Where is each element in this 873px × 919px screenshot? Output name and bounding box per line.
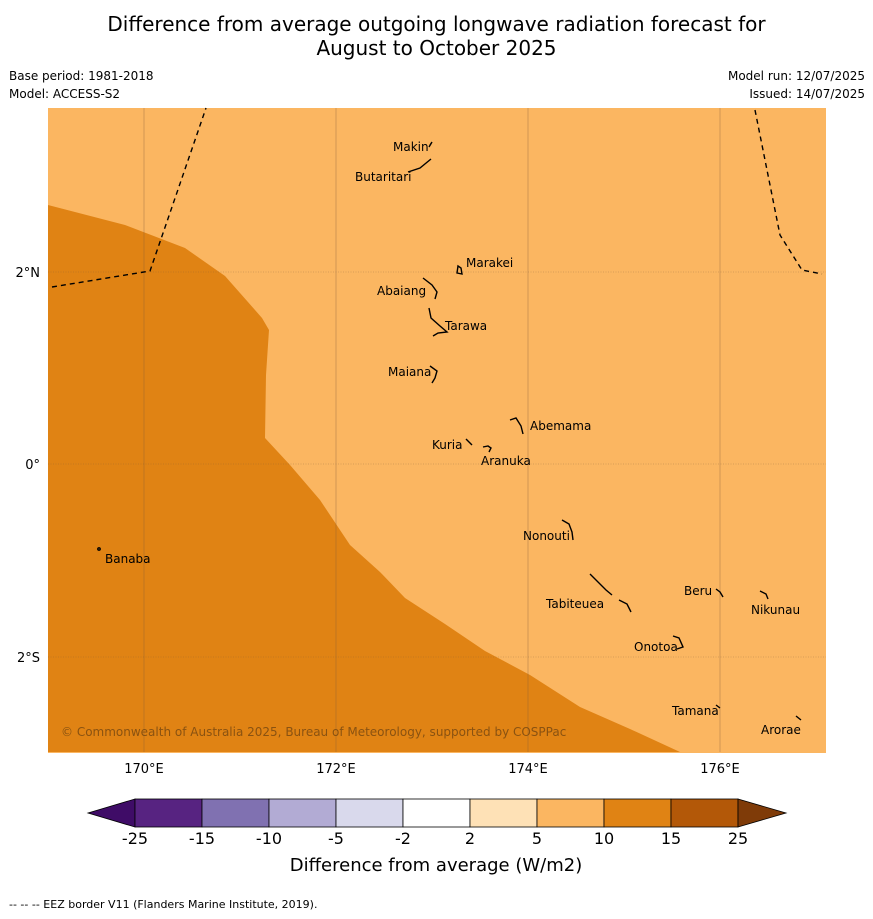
- place-label: Banaba: [105, 552, 151, 566]
- colorbar-cell: [335, 798, 404, 828]
- colorbar-tick-label: 15: [661, 829, 681, 848]
- footnote: -- -- -- EEZ border V11 (Flanders Marine…: [9, 898, 318, 911]
- colorbar-cell: [268, 798, 337, 828]
- colorbar-tick-label: -5: [328, 829, 344, 848]
- place-label: Abaiang: [377, 284, 426, 298]
- place-label: Marakei: [466, 256, 513, 270]
- colorbar-cell: [201, 798, 270, 828]
- issued-date: Issued: 14/07/2025: [749, 87, 865, 101]
- colorbar-cell: [134, 798, 203, 828]
- meta-left: Base period: 1981-2018 Model: ACCESS-S2: [9, 67, 154, 103]
- forecast-map: Makin Butaritari Marakei Abaiang Tarawa …: [16, 107, 826, 876]
- butaritari-island: [407, 158, 432, 173]
- colorbar-cell: [670, 798, 739, 828]
- copyright-text: © Commonwealth of Australia 2025, Bureau…: [61, 725, 566, 739]
- aranuka-island: [482, 445, 492, 453]
- marakei-island: [456, 264, 463, 275]
- colorbar-extend-low: [86, 798, 136, 828]
- colorbar-tick-label: 2: [465, 829, 475, 848]
- maiana-island: [429, 365, 438, 384]
- gridlines: [48, 108, 826, 752]
- place-label: Beru: [684, 584, 712, 598]
- anomaly-region-10-15: [48, 205, 680, 752]
- place-label: Onotoa: [634, 640, 678, 654]
- place-label: Aranuka: [481, 454, 531, 468]
- place-label: Maiana: [388, 365, 431, 379]
- lon-label-170e: 170°E: [124, 762, 164, 777]
- place-label: Arorae: [761, 723, 801, 737]
- nikunau-island: [759, 590, 769, 600]
- lat-label-2n: 2°N: [16, 266, 41, 281]
- colorbar-tick-label: -15: [189, 829, 215, 848]
- colorbar-cell: [536, 798, 605, 828]
- base-period: Base period: 1981-2018: [9, 69, 154, 83]
- onotoa-island: [672, 635, 684, 650]
- colorbar-tick-label: -2: [395, 829, 411, 848]
- colorbar-extend-high: [737, 798, 788, 828]
- place-label: Nikunau: [751, 603, 800, 617]
- colorbar-tick-label: 5: [532, 829, 542, 848]
- meta-right: Model run: 12/07/2025 Issued: 14/07/2025: [728, 67, 865, 103]
- colorbar-tick-label: -10: [256, 829, 282, 848]
- colorbar-title: Difference from average (W/m2): [290, 855, 582, 876]
- place-label: Abemama: [530, 419, 591, 433]
- abemama-island: [509, 417, 524, 435]
- colorbar-tick-label: -25: [122, 829, 148, 848]
- eez-border-east: [754, 109, 823, 275]
- colorbar-tick-labels: -25 -15 -10 -5 -2 2 5 10 15 25: [122, 829, 748, 848]
- colorbar: -25 -15 -10 -5 -2 2 5 10 15 25 Difference from av…: [86, 798, 788, 876]
- place-label: Tarawa: [444, 319, 487, 333]
- island-outlines: [97, 141, 802, 721]
- makin-island: [428, 141, 433, 148]
- title-line-1: Difference from average outgoing longwav…: [107, 12, 766, 36]
- island-labels: Makin Butaritari Marakei Abaiang Tarawa …: [105, 140, 801, 737]
- place-label: Tamana: [671, 704, 719, 718]
- chart-title: Difference from average outgoing longwav…: [0, 12, 873, 60]
- latitude-labels: 2°N 0° 2°S: [16, 266, 41, 666]
- longitude-labels: 170°E 172°E 174°E 176°E: [124, 762, 740, 777]
- tabiteuea-island-south: [618, 599, 632, 613]
- lon-label-174e: 174°E: [508, 762, 548, 777]
- colorbar-cell: [469, 798, 538, 828]
- tabiteuea-island-north: [589, 573, 613, 596]
- place-label: Kuria: [432, 438, 463, 452]
- title-line-2: August to October 2025: [316, 36, 557, 60]
- arorae-island: [795, 715, 802, 721]
- eez-borders: [51, 107, 823, 288]
- colorbar-tick-label: 25: [728, 829, 748, 848]
- lon-label-172e: 172°E: [316, 762, 356, 777]
- kuria-island: [465, 438, 473, 446]
- colorbar-tick-label: 10: [594, 829, 614, 848]
- model-run: Model run: 12/07/2025: [727, 69, 865, 83]
- nonouti-island: [561, 519, 574, 541]
- eez-border-west: [51, 107, 207, 288]
- place-label: Nonouti: [523, 529, 570, 543]
- abaiang-island: [422, 277, 438, 300]
- banaba-island: [97, 547, 101, 551]
- place-label: Tabiteuea: [545, 597, 604, 611]
- place-label: Makin: [393, 140, 429, 154]
- colorbar-cell: [402, 798, 471, 828]
- lat-label-2s: 2°S: [17, 651, 40, 666]
- lon-label-176e: 176°E: [700, 762, 740, 777]
- tarawa-island: [428, 307, 449, 337]
- lat-label-0: 0°: [25, 458, 40, 473]
- beru-island: [715, 588, 724, 598]
- colorbar-cells: [134, 798, 739, 828]
- place-label: Butaritari: [355, 170, 412, 184]
- model-name: Model: ACCESS-S2: [9, 87, 121, 101]
- tamana-island: [715, 704, 721, 709]
- colorbar-cell: [603, 798, 672, 828]
